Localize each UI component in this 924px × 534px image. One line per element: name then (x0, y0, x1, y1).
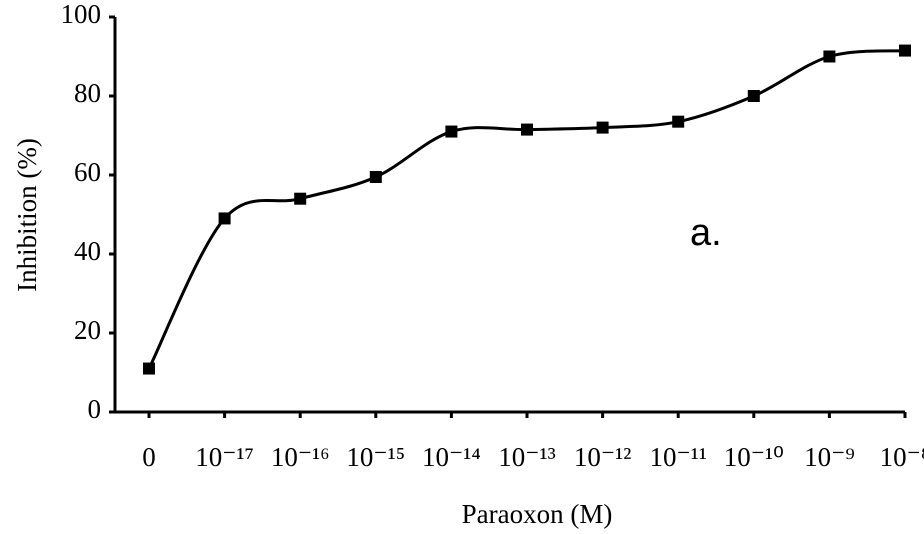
marker (369, 170, 382, 183)
x-tick-label: 10⁻⁸ (880, 442, 924, 472)
y-tick-label: 20 (74, 315, 101, 345)
marker (899, 44, 911, 57)
x-tick-label: 10⁻⁹ (804, 442, 855, 472)
x-tick-label: 10⁻¹³ (498, 442, 555, 472)
marker (294, 192, 307, 205)
y-tick-label: 60 (74, 157, 101, 187)
y-tick-label: 80 (74, 78, 101, 108)
x-tick-label: 10⁻¹⁷ (195, 442, 254, 472)
annotation: a. (690, 212, 722, 254)
x-tick-label: 10⁻¹⁰ (724, 442, 784, 472)
x-tick-label: 10⁻¹⁶ (271, 442, 330, 472)
y-tick-label: 40 (74, 236, 101, 266)
y-axis-label: Inhibition (%) (12, 138, 42, 292)
marker (596, 121, 609, 134)
marker (218, 212, 231, 225)
x-tick-label: 10⁻¹² (574, 442, 631, 472)
x-axis-label: Paraoxon (M) (462, 499, 613, 529)
marker (521, 123, 533, 136)
marker (672, 115, 685, 128)
line (147, 49, 906, 370)
x-tick-label: 10⁻¹⁴ (422, 442, 481, 472)
x-tick-label: 10⁻¹⁵ (346, 442, 405, 472)
marker (143, 362, 155, 375)
marker (823, 50, 836, 63)
marker (445, 125, 458, 138)
y-tick-label: 0 (88, 394, 102, 424)
x-tick-label: 10⁻¹¹ (649, 442, 706, 472)
marker (747, 90, 760, 102)
x-tick-label: 0 (142, 442, 156, 472)
y-tick-label: 100 (61, 0, 102, 29)
